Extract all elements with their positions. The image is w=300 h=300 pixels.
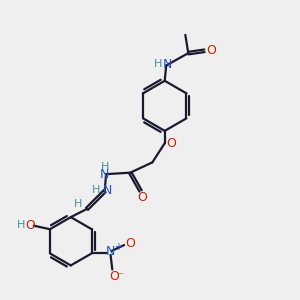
Text: H: H — [92, 185, 100, 195]
Text: H: H — [100, 162, 109, 172]
Text: O: O — [206, 44, 216, 57]
Text: H: H — [154, 59, 162, 69]
Text: N: N — [102, 184, 112, 197]
Text: O: O — [25, 219, 35, 232]
Text: O: O — [109, 269, 119, 283]
Text: +: + — [114, 242, 122, 252]
Text: O: O — [166, 137, 176, 150]
Text: O: O — [137, 191, 147, 204]
Text: H: H — [74, 199, 82, 208]
Text: N: N — [106, 245, 115, 258]
Text: N: N — [163, 58, 172, 70]
Text: ⁻: ⁻ — [118, 271, 124, 281]
Text: N: N — [100, 168, 109, 181]
Text: H: H — [17, 220, 26, 230]
Text: O: O — [125, 237, 135, 250]
